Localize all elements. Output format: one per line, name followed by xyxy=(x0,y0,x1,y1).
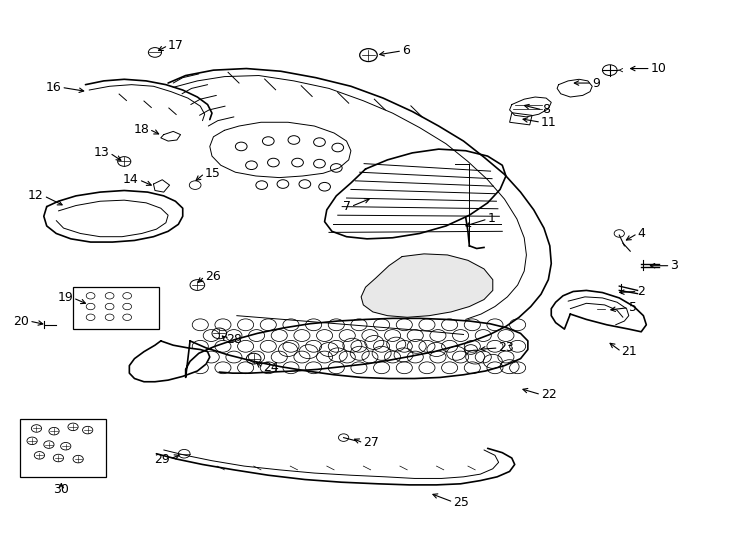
Polygon shape xyxy=(161,131,181,141)
Text: 13: 13 xyxy=(94,146,109,159)
Bar xyxy=(73,287,159,329)
Text: 23: 23 xyxy=(498,341,515,354)
Text: 11: 11 xyxy=(541,116,557,129)
Text: 3: 3 xyxy=(670,259,678,272)
Text: 20: 20 xyxy=(13,314,29,328)
Polygon shape xyxy=(509,97,551,117)
Bar xyxy=(509,113,532,125)
Polygon shape xyxy=(324,149,506,239)
Text: 10: 10 xyxy=(651,62,666,75)
Polygon shape xyxy=(129,341,210,382)
Text: 14: 14 xyxy=(123,173,139,186)
Text: 1: 1 xyxy=(487,212,495,226)
Text: 27: 27 xyxy=(363,436,379,449)
Text: 12: 12 xyxy=(28,190,44,202)
Text: 15: 15 xyxy=(205,167,220,180)
Text: 19: 19 xyxy=(57,292,73,305)
Text: 7: 7 xyxy=(343,200,351,213)
Bar xyxy=(20,419,106,477)
Polygon shape xyxy=(551,291,647,332)
Text: 16: 16 xyxy=(46,81,62,94)
Polygon shape xyxy=(361,254,493,318)
Text: 22: 22 xyxy=(541,388,557,401)
Text: 5: 5 xyxy=(629,301,637,314)
Text: 6: 6 xyxy=(402,44,410,57)
Text: 17: 17 xyxy=(168,39,184,52)
Polygon shape xyxy=(153,180,170,192)
Text: 29: 29 xyxy=(154,453,170,465)
Polygon shape xyxy=(44,191,183,242)
Text: 24: 24 xyxy=(264,361,279,374)
Text: 9: 9 xyxy=(592,77,600,90)
Text: 8: 8 xyxy=(542,103,550,117)
Text: 28: 28 xyxy=(227,333,242,346)
Text: 2: 2 xyxy=(638,285,645,298)
Polygon shape xyxy=(186,319,528,379)
Text: 21: 21 xyxy=(622,345,637,358)
Polygon shape xyxy=(557,79,592,97)
Text: 25: 25 xyxy=(454,496,469,509)
Text: 18: 18 xyxy=(133,123,149,136)
Text: 30: 30 xyxy=(54,483,69,496)
Text: 4: 4 xyxy=(638,227,645,240)
Text: 26: 26 xyxy=(205,270,220,283)
